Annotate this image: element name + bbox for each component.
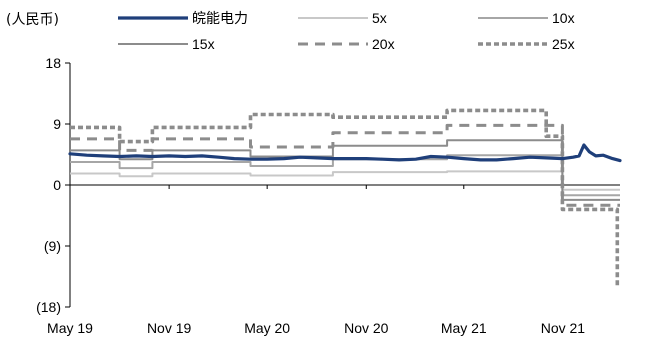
x-tick-label: Nov 19 [147, 320, 192, 336]
series-line-15x [70, 139, 620, 201]
y-tick-label: 0 [53, 177, 61, 193]
legend-label: 20x [372, 36, 395, 52]
x-tick-label: Nov 21 [541, 320, 586, 336]
x-tick-label: May 19 [47, 320, 93, 336]
unit-label: (人民币) [6, 12, 59, 28]
legend-label: 10x [552, 10, 575, 26]
series-line-25x [70, 108, 620, 287]
y-tick-label: 18 [45, 55, 61, 71]
series-line-5x [70, 170, 620, 191]
y-tick-label: 9 [53, 116, 61, 132]
x-tick-label: May 21 [441, 320, 487, 336]
y-tick-label: (18) [36, 299, 61, 315]
y-tick-label: (9) [44, 238, 61, 254]
x-tick-label: Nov 20 [344, 320, 389, 336]
legend-label: 皖能电力 [192, 10, 248, 26]
legend-label: 25x [552, 36, 575, 52]
series-line-stock-price [68, 143, 622, 163]
x-tick-label: May 20 [244, 320, 290, 336]
legend-label: 15x [192, 36, 215, 52]
series-line-10x [70, 154, 620, 197]
legend-label: 5x [372, 10, 387, 26]
